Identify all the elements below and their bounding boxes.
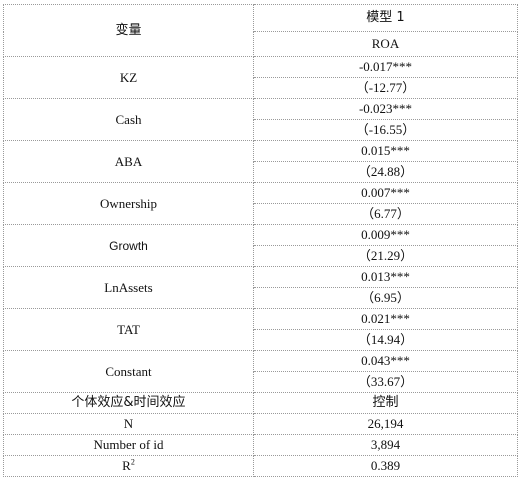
variable-name-aba: ABA xyxy=(3,140,254,183)
table-row: Ownership 0.007*** xyxy=(3,182,518,225)
number-of-id-label: Number of id xyxy=(3,434,254,456)
observations-label: N xyxy=(3,413,254,435)
observations-row: N 26,194 xyxy=(3,413,518,435)
variable-name-ownership: Ownership xyxy=(3,182,254,225)
coefficient-kz: -0.017*** xyxy=(253,56,518,78)
dependent-variable-header: ROA xyxy=(253,31,518,57)
t-statistic-cash: （-16.55） xyxy=(253,119,518,141)
fixed-effects-value: 控制 xyxy=(253,392,518,414)
coefficient-cash: -0.023*** xyxy=(253,98,518,120)
coefficient-growth: 0.009*** xyxy=(253,224,518,246)
number-of-id-row: Number of id 3,894 xyxy=(3,434,518,456)
model-header: 模型 1 xyxy=(253,4,518,32)
t-statistic-lnassets: （6.95） xyxy=(253,287,518,309)
t-statistic-constant: （33.67） xyxy=(253,371,518,393)
variable-header: 变量 xyxy=(3,4,254,57)
r-squared-value: 0.389 xyxy=(253,455,518,477)
table-row: （-12.77） xyxy=(4,77,518,99)
table-row: Cash -0.023*** xyxy=(3,98,518,141)
fixed-effects-row: 个体效应&时间效应 控制 xyxy=(3,392,518,414)
coefficient-aba: 0.015*** xyxy=(253,140,518,162)
header-row-1: 变量 模型 1 xyxy=(3,4,518,57)
variable-name-tat: TAT xyxy=(3,308,254,351)
t-statistic-kz: （-12.77） xyxy=(253,77,518,99)
r-squared-row: R2 0.389 xyxy=(3,455,518,477)
table-row: ABA 0.015*** xyxy=(3,140,518,183)
variable-name-growth: Growth xyxy=(3,224,254,267)
variable-name-constant: Constant xyxy=(3,350,254,393)
r-squared-label: R2 xyxy=(3,455,254,477)
r-squared-superscript: 2 xyxy=(130,457,135,467)
table-row: Constant 0.043*** xyxy=(3,350,518,393)
table-row: TAT 0.021*** xyxy=(3,308,518,351)
fixed-effects-label: 个体效应&时间效应 xyxy=(3,392,254,414)
variable-name-cash: Cash xyxy=(3,98,254,141)
table-row: LnAssets 0.013*** xyxy=(3,266,518,309)
header-row-2: ROA xyxy=(4,31,518,57)
variable-name-lnassets: LnAssets xyxy=(3,266,254,309)
table-row: KZ -0.017*** xyxy=(3,56,518,99)
observations-value: 26,194 xyxy=(253,413,518,435)
number-of-id-value: 3,894 xyxy=(253,434,518,456)
t-statistic-tat: （14.94） xyxy=(253,329,518,351)
coefficient-constant: 0.043*** xyxy=(253,350,518,372)
table-row: Growth 0.009*** xyxy=(3,224,518,267)
coefficient-ownership: 0.007*** xyxy=(253,182,518,204)
t-statistic-growth: （21.29） xyxy=(253,245,518,267)
regression-table: 变量 模型 1 ROA KZ -0.017*** （-12.77） Cash -… xyxy=(3,4,518,477)
t-statistic-aba: （24.88） xyxy=(253,161,518,183)
variable-name-kz: KZ xyxy=(3,56,254,99)
table-row: （6.77） xyxy=(4,203,518,225)
r-squared-symbol: R xyxy=(122,458,131,473)
coefficient-tat: 0.021*** xyxy=(253,308,518,330)
t-statistic-ownership: （6.77） xyxy=(253,203,518,225)
coefficient-lnassets: 0.013*** xyxy=(253,266,518,288)
